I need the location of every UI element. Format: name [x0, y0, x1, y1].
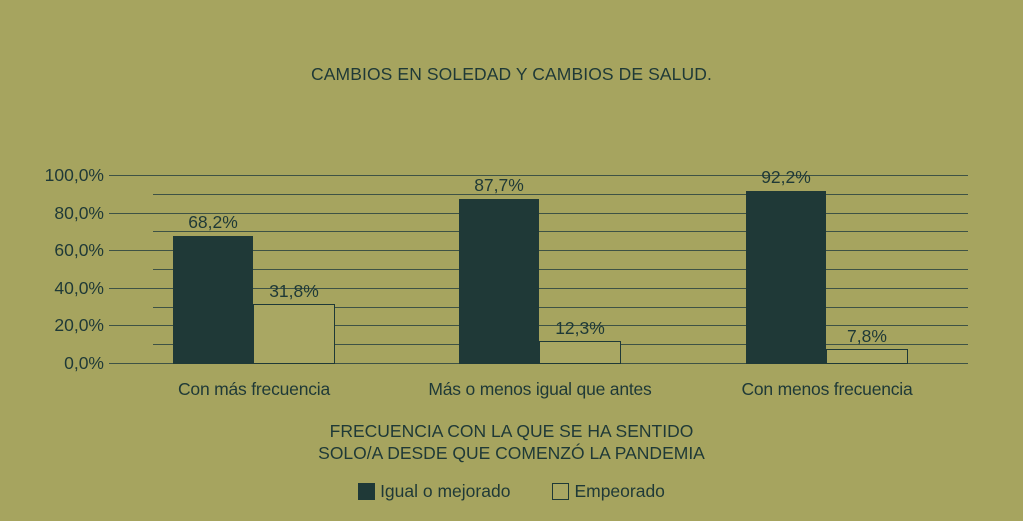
gridline-50	[153, 269, 968, 270]
category-label-2: Más o menos igual que antes	[428, 379, 652, 399]
y-tick-label-40: 40,0%	[54, 277, 104, 298]
legend-label: Empeorado	[574, 481, 665, 501]
chart-title: CAMBIOS EN SOLEDAD Y CAMBIOS DE SALUD.	[311, 64, 712, 84]
y-tick-label-20: 20,0%	[54, 315, 104, 336]
bar-igual-o-mejorado: 92,2%	[746, 167, 826, 364]
legend-label: Igual o mejorado	[380, 481, 511, 501]
y-tick-label-100: 100,0%	[44, 165, 104, 185]
bar-value-label: 68,2%	[188, 211, 238, 232]
legend: Igual o mejorado Empeorado	[0, 481, 1023, 502]
category-label-3: Con menos frecuencia	[741, 379, 913, 399]
bar-value-label: 31,8%	[269, 281, 319, 302]
bar-empeorado: 7,8%	[826, 326, 908, 364]
legend-swatch-filled-icon	[358, 483, 376, 500]
bar-empeorado: 31,8%	[253, 281, 335, 364]
x-axis-category-labels: Con más frecuencia Más o menos igual que …	[150, 379, 968, 401]
bar-value-label: 7,8%	[847, 326, 887, 347]
bar-igual-o-mejorado: 68,2%	[173, 212, 253, 364]
x-axis-title-line-1: FRECUENCIA CON LA QUE SE HA SENTIDO	[329, 421, 694, 441]
bar-igual-o-mejorado: 87,7%	[459, 175, 539, 364]
bar-group-3: 92,2% 7,8%	[746, 167, 908, 364]
bar-empeorado: 12,3%	[539, 318, 621, 364]
legend-item-igual-o-mejorado: Igual o mejorado	[358, 481, 510, 502]
category-label-1: Con más frecuencia	[177, 379, 331, 399]
x-axis-title-line-2: SOLO/A DESDE QUE COMENZÓ LA PANDEMIA	[318, 443, 705, 463]
y-tick-label-80: 80,0%	[54, 202, 104, 223]
gridline-70	[153, 231, 968, 233]
plot-area: 100,0% 80,0% 60,0% 40,0% 20,0% 0,0% 68,2% 31,8%…	[45, 166, 968, 373]
bar-value-label: 87,7%	[474, 175, 524, 196]
legend-item-empeorado: Empeorado	[552, 481, 665, 502]
y-tick-label-60: 60,0%	[54, 240, 104, 261]
gridline-30	[153, 306, 968, 308]
bar-value-label: 92,2%	[761, 166, 811, 187]
gridline-90	[153, 193, 968, 195]
bar-group-1: 68,2% 31,8%	[173, 212, 335, 364]
bar-value-label: 12,3%	[555, 317, 605, 338]
y-tick-label-0: 0,0%	[64, 353, 104, 373]
bar-group-2: 87,7% 12,3%	[459, 175, 621, 364]
x-axis-title: FRECUENCIA CON LA QUE SE HA SENTIDO SOLO…	[0, 420, 1023, 464]
legend-swatch-outlined-icon	[552, 483, 570, 500]
gridline-100	[109, 175, 968, 176]
